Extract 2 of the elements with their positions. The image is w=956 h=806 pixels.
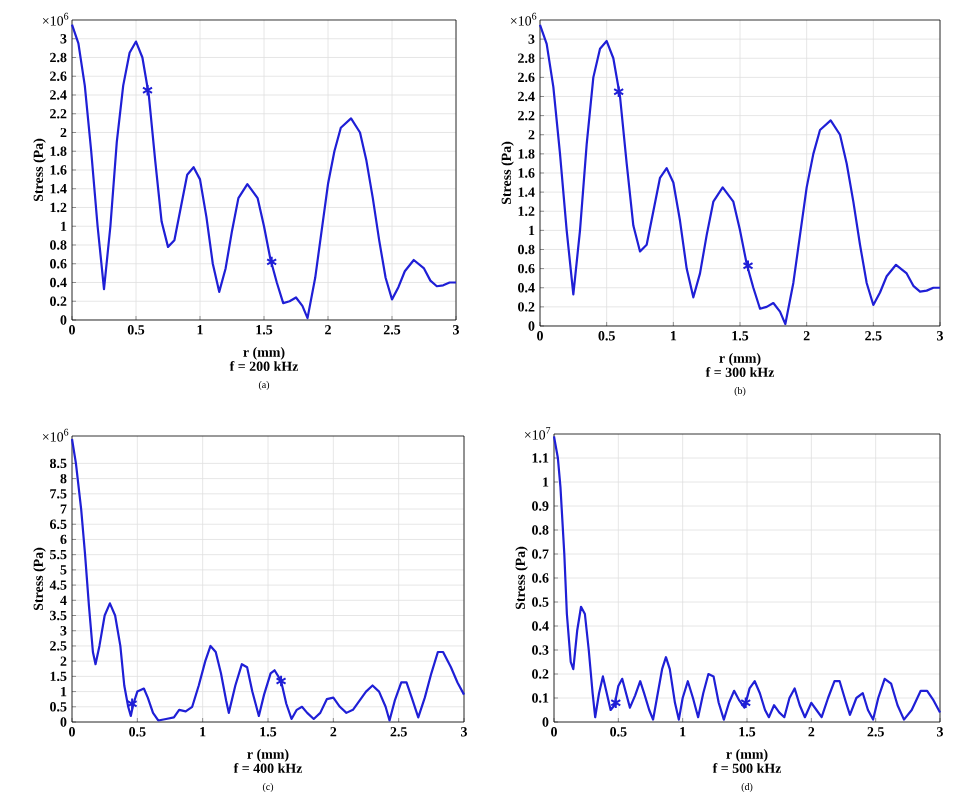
line-series (552, 435, 942, 721)
line-series (538, 23, 942, 326)
